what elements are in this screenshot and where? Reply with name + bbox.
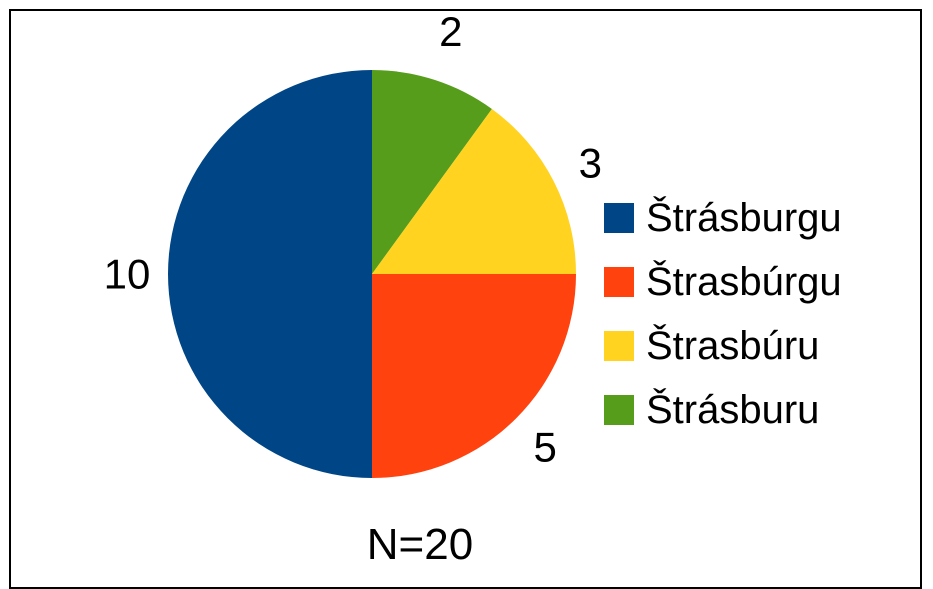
legend-item: Štrásburu (604, 378, 842, 442)
slice-value-label: 5 (534, 424, 557, 471)
slice-value-label: 2 (439, 8, 462, 55)
pie-slice (372, 108, 576, 274)
legend-item: Štrasbúrgu (604, 250, 842, 314)
pie-slice (372, 70, 492, 274)
legend-item: Štrasbúru (604, 314, 842, 378)
legend-label: Štrasbúrgu (646, 259, 842, 304)
legend-label: Štrásburu (646, 387, 820, 432)
legend-swatch (604, 267, 634, 297)
legend: Štrásburgu Štrasbúrgu Štrasbúru Štrásbur… (604, 186, 842, 442)
legend-swatch (604, 331, 634, 361)
legend-label: Štrásburgu (646, 195, 842, 240)
pie-slice (168, 70, 372, 478)
chart-caption: N=20 (366, 520, 474, 569)
pie-slice (372, 274, 576, 478)
slice-value-label: 10 (104, 251, 151, 298)
legend-label: Štrasbúru (646, 323, 820, 368)
legend-swatch (604, 203, 634, 233)
pie-slices (168, 70, 576, 478)
legend-swatch (604, 395, 634, 425)
slice-value-labels: 2 3 5 10 (104, 8, 602, 471)
legend-item: Štrásburgu (604, 186, 842, 250)
slice-value-label: 3 (579, 139, 602, 186)
